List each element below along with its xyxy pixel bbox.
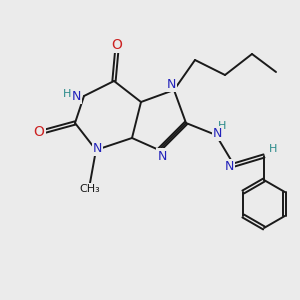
Text: CH₃: CH₃ <box>80 184 100 194</box>
Text: N: N <box>166 77 176 91</box>
Text: O: O <box>112 38 122 52</box>
Text: H: H <box>218 121 226 131</box>
Text: N: N <box>72 89 81 103</box>
Text: N: N <box>225 160 234 173</box>
Text: N: N <box>157 149 167 163</box>
Text: O: O <box>34 125 44 139</box>
Text: H: H <box>63 88 72 99</box>
Text: N: N <box>213 127 222 140</box>
Text: H: H <box>269 143 277 154</box>
Text: N: N <box>93 142 102 155</box>
